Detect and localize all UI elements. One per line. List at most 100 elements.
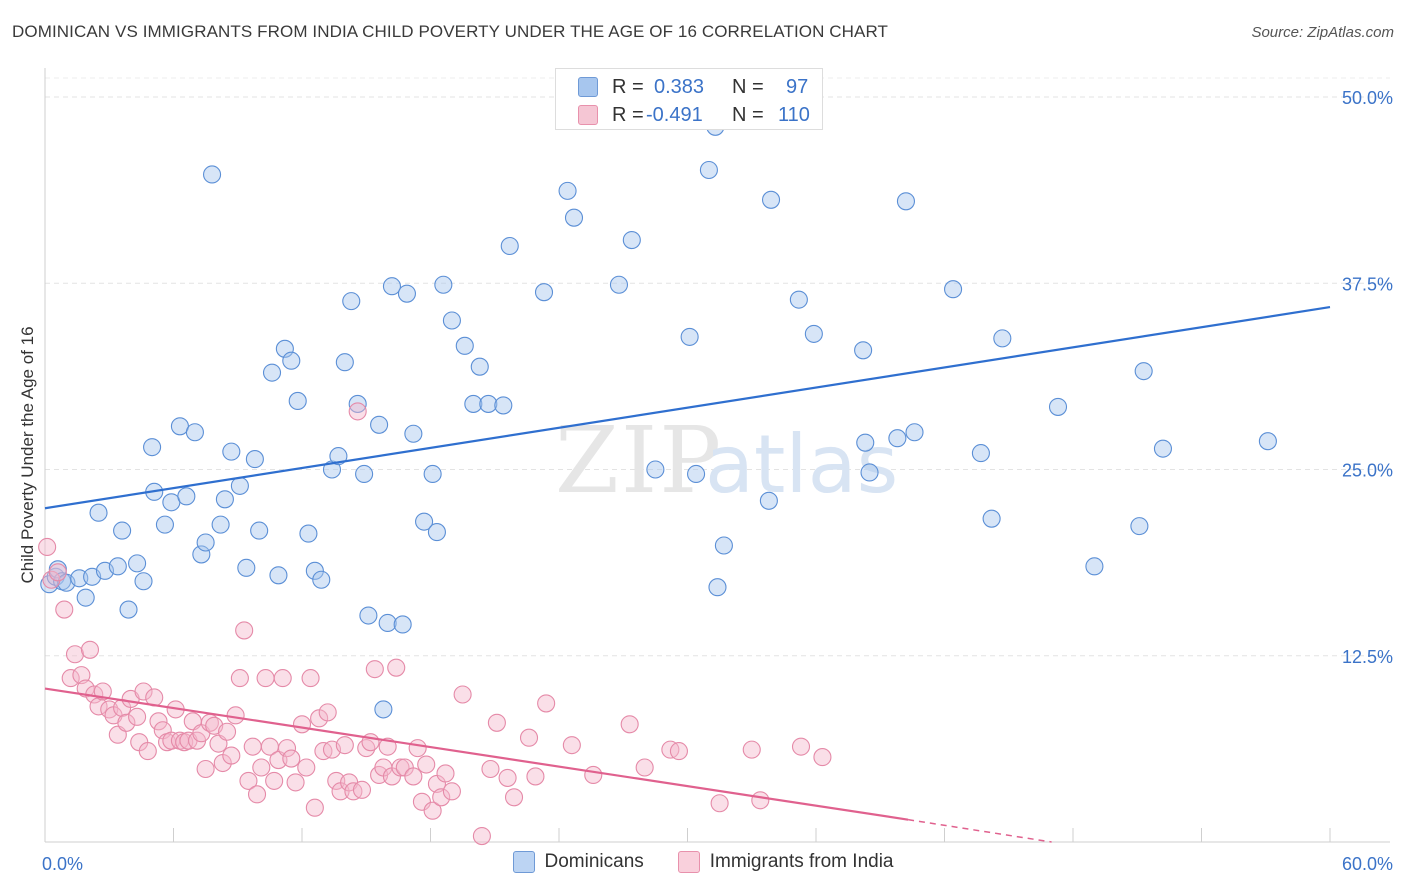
n-value: 97 — [786, 75, 809, 98]
data-point — [286, 773, 305, 792]
data-point — [404, 767, 423, 786]
data-point — [239, 771, 258, 790]
data-point — [149, 712, 168, 731]
data-point — [1153, 439, 1172, 458]
chart-title: DOMINICAN VS IMMIGRANTS FROM INDIA CHILD… — [12, 22, 889, 41]
data-point — [265, 771, 284, 790]
data-point — [348, 394, 367, 413]
data-point — [61, 669, 80, 688]
bottom-legend: Dominicans Immigrants from India — [0, 851, 1406, 873]
y-tick-label: 12.5% — [1342, 647, 1393, 667]
data-point — [203, 165, 222, 184]
data-point — [620, 715, 639, 734]
data-point — [584, 765, 603, 785]
data-point — [297, 758, 316, 777]
data-point — [860, 463, 879, 482]
data-point — [72, 666, 91, 685]
data-point — [301, 669, 320, 688]
data-point — [292, 715, 312, 734]
data-point — [854, 341, 873, 360]
data-point — [534, 283, 554, 302]
data-point — [759, 491, 778, 510]
data-point — [393, 615, 412, 634]
data-point — [387, 658, 406, 677]
data-point — [348, 402, 367, 421]
data-point — [370, 415, 389, 434]
data-point — [905, 423, 924, 442]
trend-line-india-extension — [907, 818, 1052, 843]
data-point — [335, 736, 354, 755]
data-point — [117, 713, 136, 732]
n-value: 110 — [778, 103, 810, 126]
data-point — [1085, 557, 1104, 576]
data-point — [222, 442, 241, 461]
data-point — [427, 523, 446, 542]
x-tick-label-min: 0.0% — [42, 854, 83, 874]
data-point — [355, 464, 374, 484]
data-point — [128, 554, 147, 573]
legend-item-india[interactable]: Immigrants from India — [677, 851, 894, 873]
data-point — [500, 236, 519, 256]
data-point — [415, 512, 434, 531]
data-point — [453, 685, 472, 704]
data-point — [138, 742, 157, 761]
data-point — [342, 292, 361, 311]
data-point — [646, 460, 665, 479]
data-point — [1258, 432, 1277, 451]
data-point — [464, 394, 483, 413]
data-point — [245, 450, 264, 469]
data-point — [562, 736, 581, 755]
data-point — [134, 572, 153, 591]
legend-item-dominicans[interactable]: Dominicans — [512, 851, 644, 873]
data-point — [177, 487, 196, 506]
data-point — [155, 515, 174, 534]
data-point — [305, 561, 324, 580]
data-point — [374, 700, 393, 719]
data-point — [215, 490, 234, 509]
trend-line-india — [44, 687, 909, 821]
data-point — [487, 713, 506, 732]
r-value: -0.491 — [646, 103, 703, 126]
data-point — [481, 759, 500, 779]
data-point — [687, 464, 706, 484]
data-point — [237, 558, 256, 577]
data-point — [185, 423, 204, 442]
n-label: N = — [732, 75, 764, 98]
data-point — [609, 275, 629, 294]
grid-lines — [45, 77, 1390, 657]
data-point — [472, 826, 491, 846]
data-point — [76, 588, 95, 607]
data-point — [230, 476, 249, 495]
n-label: N = — [732, 103, 764, 126]
data-point — [888, 429, 907, 448]
data-point — [622, 230, 641, 250]
data-point — [526, 767, 545, 786]
data-point — [494, 396, 513, 415]
data-point — [708, 578, 727, 597]
data-point — [288, 391, 307, 411]
legend-label-india: Immigrants from India — [709, 851, 894, 872]
data-point — [42, 570, 61, 589]
data-point — [269, 566, 288, 585]
data-point — [791, 737, 811, 756]
data-point — [669, 742, 688, 761]
data-point — [329, 447, 348, 466]
data-point — [89, 503, 108, 522]
data-point — [335, 353, 354, 372]
data-point — [134, 682, 153, 701]
data-point — [789, 290, 808, 309]
data-point — [1048, 397, 1068, 416]
data-point — [89, 697, 108, 716]
data-point — [564, 208, 584, 227]
data-point — [211, 515, 230, 534]
x-tick-label-max: 60.0% — [1342, 854, 1393, 874]
data-point — [252, 758, 271, 777]
data-point — [318, 703, 337, 722]
y-tick-label: 37.5% — [1342, 274, 1393, 294]
data-point — [256, 669, 275, 688]
y-tick-label: 25.0% — [1342, 461, 1393, 481]
data-point — [680, 327, 699, 346]
r-label: R = — [612, 103, 644, 126]
series-india — [38, 402, 832, 846]
data-point — [442, 782, 461, 801]
